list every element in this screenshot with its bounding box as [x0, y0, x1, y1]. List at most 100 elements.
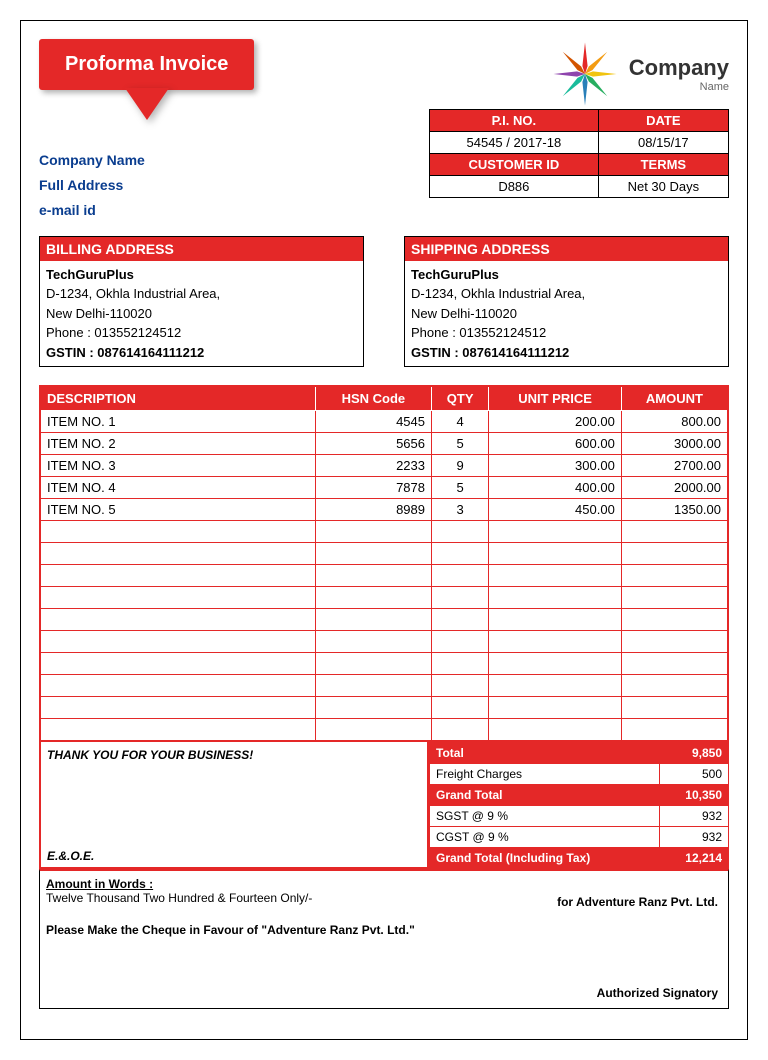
totals-label: Grand Total	[430, 784, 660, 805]
logo-sub: Name	[629, 81, 729, 93]
totals-value: 932	[660, 826, 729, 847]
ribbon-arrow-icon	[125, 88, 169, 120]
title-text: Proforma Invoice	[39, 39, 254, 90]
thanks-text: THANK YOU FOR YOUR BUSINESS!	[47, 748, 421, 762]
table-row: ITEM NO. 145454200.00800.00	[40, 411, 728, 433]
footer-box: Amount in Words : Twelve Thousand Two Hu…	[39, 869, 729, 1009]
cheque-line: Please Make the Cheque in Favour of "Adv…	[46, 923, 722, 937]
item-cell: 4	[432, 411, 489, 433]
meta-v-pi: 54545 / 2017-18	[430, 132, 599, 154]
totals-row: CGST @ 9 %932	[430, 826, 729, 847]
billing-l2: New Delhi-110020	[46, 304, 357, 324]
billing-body: TechGuruPlus D-1234, Okhla Industrial Ar…	[40, 261, 363, 367]
title-ribbon: Proforma Invoice	[39, 39, 254, 120]
for-company: for Adventure Ranz Pvt. Ltd.	[557, 895, 718, 909]
totals-label: Grand Total (Including Tax)	[430, 847, 660, 868]
item-cell: 5	[432, 477, 489, 499]
table-row-blank	[40, 675, 728, 697]
item-cell: 5656	[315, 433, 431, 455]
table-row: ITEM NO. 478785400.002000.00	[40, 477, 728, 499]
item-cell: 2700.00	[621, 455, 728, 477]
logo-company: Company	[629, 55, 729, 80]
meta-h-date: DATE	[598, 110, 728, 132]
table-row-blank	[40, 587, 728, 609]
shipping-l2: New Delhi-110020	[411, 304, 722, 324]
table-row: ITEM NO. 322339300.002700.00	[40, 455, 728, 477]
logo-text: Company Name	[629, 55, 729, 93]
totals-row: SGST @ 9 %932	[430, 805, 729, 826]
billing-box: BILLING ADDRESS TechGuruPlus D-1234, Okh…	[39, 236, 364, 368]
table-row-blank	[40, 609, 728, 631]
totals-row: Grand Total (Including Tax)12,214	[430, 847, 729, 868]
totals-label: Freight Charges	[430, 763, 660, 784]
item-cell: ITEM NO. 5	[40, 499, 315, 521]
totals-value: 500	[660, 763, 729, 784]
item-cell: 9	[432, 455, 489, 477]
shipping-body: TechGuruPlus D-1234, Okhla Industrial Ar…	[405, 261, 728, 367]
meta-h-cust: CUSTOMER ID	[430, 154, 599, 176]
shipping-box: SHIPPING ADDRESS TechGuruPlus D-1234, Ok…	[404, 236, 729, 368]
items-table: DESCRIPTIONHSN CodeQTYUNIT PRICEAMOUNT I…	[39, 385, 729, 742]
item-cell: 3	[432, 499, 489, 521]
totals-row: Grand Total10,350	[430, 784, 729, 805]
table-row-blank	[40, 521, 728, 543]
address-wrap: BILLING ADDRESS TechGuruPlus D-1234, Okh…	[39, 236, 729, 368]
shipping-name: TechGuruPlus	[411, 265, 722, 285]
item-cell: 3000.00	[621, 433, 728, 455]
star-logo-icon	[550, 39, 620, 109]
items-header-3: UNIT PRICE	[489, 386, 622, 411]
items-header-0: DESCRIPTION	[40, 386, 315, 411]
item-cell: 8989	[315, 499, 431, 521]
item-cell: 7878	[315, 477, 431, 499]
totals-table: Total9,850Freight Charges500Grand Total1…	[429, 742, 729, 869]
shipping-l1: D-1234, Okhla Industrial Area,	[411, 284, 722, 304]
company-email: e-mail id	[39, 198, 729, 223]
table-row: ITEM NO. 256565600.003000.00	[40, 433, 728, 455]
meta-v-terms: Net 30 Days	[598, 176, 728, 198]
totals-value: 10,350	[660, 784, 729, 805]
item-cell: 300.00	[489, 455, 622, 477]
item-cell: 450.00	[489, 499, 622, 521]
items-header-1: HSN Code	[315, 386, 431, 411]
totals-row: Freight Charges500	[430, 763, 729, 784]
bottom-left: THANK YOU FOR YOUR BUSINESS! E.&.O.E.	[39, 742, 429, 869]
item-cell: 600.00	[489, 433, 622, 455]
item-cell: ITEM NO. 1	[40, 411, 315, 433]
item-cell: 5	[432, 433, 489, 455]
shipping-header: SHIPPING ADDRESS	[405, 237, 728, 261]
table-row-blank	[40, 543, 728, 565]
item-cell: 2000.00	[621, 477, 728, 499]
items-header-2: QTY	[432, 386, 489, 411]
totals-label: CGST @ 9 %	[430, 826, 660, 847]
totals-value: 12,214	[660, 847, 729, 868]
meta-table: P.I. NO.DATE 54545 / 2017-1808/15/17 CUS…	[429, 109, 729, 198]
totals-row: Total9,850	[430, 742, 729, 763]
item-cell: ITEM NO. 4	[40, 477, 315, 499]
item-cell: 800.00	[621, 411, 728, 433]
item-cell: ITEM NO. 2	[40, 433, 315, 455]
item-cell: 4545	[315, 411, 431, 433]
shipping-gstin: GSTIN : 087614164111212	[411, 343, 722, 363]
eoe-text: E.&.O.E.	[47, 849, 94, 863]
meta-h-terms: TERMS	[598, 154, 728, 176]
table-row-blank	[40, 631, 728, 653]
billing-l1: D-1234, Okhla Industrial Area,	[46, 284, 357, 304]
logo-block: Company Name	[429, 39, 729, 109]
right-top: Company Name P.I. NO.DATE 54545 / 2017-1…	[429, 39, 729, 198]
item-cell: 2233	[315, 455, 431, 477]
meta-v-date: 08/15/17	[598, 132, 728, 154]
table-row-blank	[40, 653, 728, 675]
billing-name: TechGuruPlus	[46, 265, 357, 285]
billing-header: BILLING ADDRESS	[40, 237, 363, 261]
shipping-phone: Phone : 013552124512	[411, 323, 722, 343]
totals-label: Total	[430, 742, 660, 763]
billing-phone: Phone : 013552124512	[46, 323, 357, 343]
signatory: Authorized Signatory	[597, 986, 718, 1000]
table-row: ITEM NO. 589893450.001350.00	[40, 499, 728, 521]
meta-h-pi: P.I. NO.	[430, 110, 599, 132]
item-cell: 400.00	[489, 477, 622, 499]
item-cell: 200.00	[489, 411, 622, 433]
invoice-page: Proforma Invoice Company Name P.I. NO.DA…	[20, 20, 748, 1040]
item-cell: 1350.00	[621, 499, 728, 521]
meta-v-cust: D886	[430, 176, 599, 198]
